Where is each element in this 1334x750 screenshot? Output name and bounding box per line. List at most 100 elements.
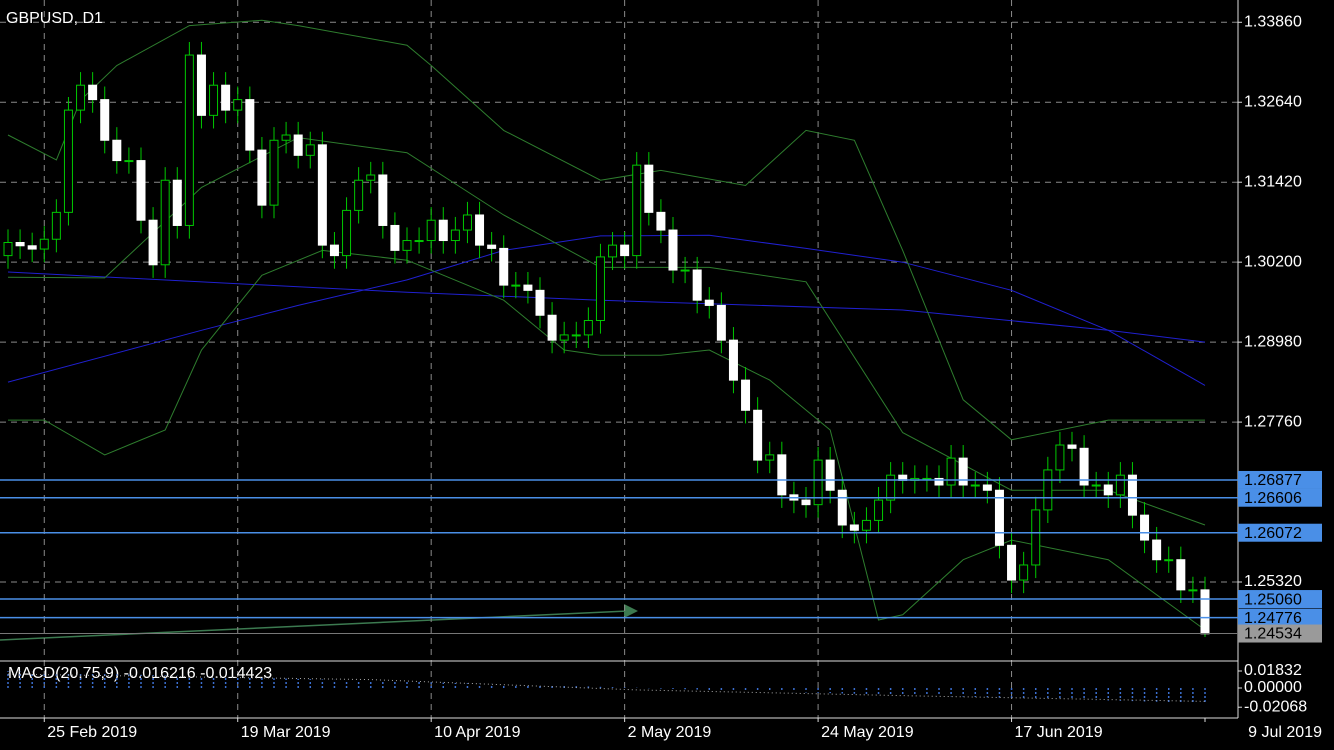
macd-y-tick-label: -0.02068 [1244,698,1307,715]
candle-body [221,84,231,111]
candle-body [499,247,509,286]
candle-body [354,179,364,211]
macd-main: -0.016216 [124,665,196,682]
plot-layer [0,0,1238,718]
candle-body [1031,509,1041,566]
candle-body [801,499,811,506]
bid-label-box [1238,624,1322,643]
x-tick-label: 25 Feb 2019 [47,724,137,741]
candle-body [608,244,618,258]
candle-body [523,284,533,291]
y-tick-label: 1.31420 [1244,173,1302,190]
candle-body [27,245,37,250]
candle-body [76,84,86,111]
trend-arrow [624,604,638,618]
y-tick-label: 1.28980 [1244,333,1302,350]
candle-body [100,99,110,141]
candle-body [426,219,436,242]
candle-body [414,240,424,243]
candle-body [196,54,206,116]
candle-body [571,334,581,337]
candle-body [934,477,944,486]
candle-body [1152,539,1162,561]
candle-body [680,269,690,272]
candle-body [450,229,460,242]
candle-body [487,244,497,249]
candle-body [632,164,642,257]
candle-body [257,149,267,206]
candle-body [112,139,122,162]
candle-body [3,242,13,257]
macd-signal: -0.014423 [200,665,272,682]
y-tick-label: 1.30200 [1244,253,1302,270]
candle-body [462,214,472,231]
candle-body [1115,474,1125,496]
level-label-box [1238,523,1322,542]
candle-body [849,524,859,531]
level-label-box [1238,488,1322,507]
overlay-line [8,249,1206,631]
candle-body [970,484,980,487]
overlay-line [7,234,1206,386]
candle-body [692,269,702,301]
level-label: 1.26877 [1244,472,1302,489]
level-label-box [1238,590,1322,609]
candle-body [813,459,823,506]
candle-body [160,179,170,266]
x-tick-label: 17 Jun 2019 [1015,724,1103,741]
candle-body [535,289,545,316]
candle-body [994,489,1004,546]
candle-body [269,139,279,206]
overlay-line [7,271,1206,343]
level-label-box [1238,608,1322,627]
candle-body [716,304,726,341]
level-label: 1.26072 [1244,525,1302,542]
candle-body [958,457,968,486]
candle-body [547,314,557,341]
macd-y-tick-label: 0.01832 [1244,662,1302,679]
candle-body [1127,474,1137,516]
candle-body [1103,484,1113,496]
candle-body [704,299,714,306]
candle-body [837,489,847,526]
candle-body [777,454,787,496]
candle-body [124,160,134,163]
candle-body [1091,484,1101,487]
level-label-box [1238,470,1322,489]
candle-body [245,99,255,151]
y-tick-label: 1.33860 [1244,14,1302,31]
candle-body [1079,447,1089,486]
level-label: 1.26606 [1244,490,1302,507]
candle-body [656,211,666,231]
level-label: 1.24776 [1244,610,1302,627]
macd-name: MACD(20,75,9) [8,665,119,682]
candle-body [1067,444,1077,449]
candle-body [1176,559,1186,591]
candle-body [1055,444,1065,471]
candle-body [1007,544,1017,581]
candle-body [402,240,412,251]
candle-body [583,319,593,336]
overlay-line [7,19,1205,441]
candle-body [861,519,871,531]
chart-title: GBPUSD, D1 [6,10,103,27]
macd-signal-line [7,673,1206,702]
candle-body [172,179,182,226]
candle-body [39,238,49,250]
candle-body [982,484,992,491]
candle-body [668,229,678,271]
bid-label: 1.24534 [1244,626,1302,643]
candle-body [390,224,400,251]
level-label: 1.25060 [1244,591,1302,608]
candle-body [136,160,146,221]
candle-body [741,379,751,411]
candle-body [293,134,303,156]
candle-body [233,99,243,111]
candle-body [825,459,835,491]
trend-line [0,610,629,641]
candle-body [148,219,158,266]
candle-body [946,457,956,486]
